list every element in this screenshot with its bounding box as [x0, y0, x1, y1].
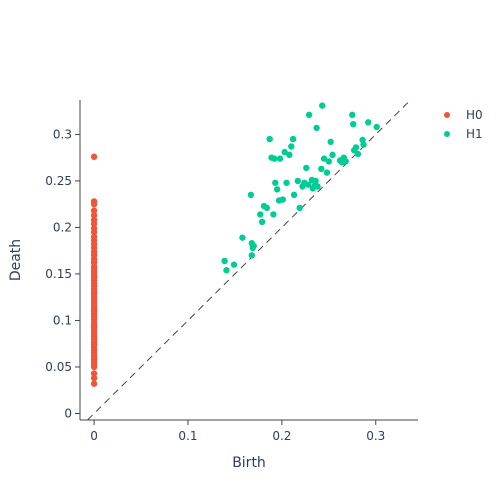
data-point-h1	[312, 177, 319, 185]
data-point-h1	[271, 155, 278, 162]
legend-marker-h1	[444, 131, 450, 137]
legend-marker-h0	[444, 112, 450, 118]
data-point-h1	[258, 218, 266, 226]
series-h0-points	[90, 153, 98, 387]
x-tick-label: 0.3	[366, 429, 385, 443]
data-point-h1	[272, 179, 279, 186]
data-point-h0	[90, 258, 98, 266]
x-tick-label: 0.2	[272, 429, 291, 443]
data-point-h1	[247, 191, 255, 199]
data-point-h1	[342, 158, 349, 165]
data-point-h1	[325, 158, 333, 165]
data-point-h1	[223, 267, 230, 274]
data-point-h1	[263, 204, 271, 212]
data-point-h0	[90, 356, 98, 363]
data-point-h0	[90, 228, 98, 236]
data-point-h1	[273, 186, 281, 193]
data-point-h1	[281, 148, 288, 156]
y-axis-ticks: 0 0.05 0.1 0.15 0.2 0.25 0.3	[45, 127, 80, 420]
data-point-h0	[90, 290, 98, 297]
data-point-h1	[318, 165, 325, 173]
y-tick-label: 0.05	[45, 360, 72, 374]
y-tick-label: 0.25	[45, 174, 72, 188]
data-point-h1	[279, 196, 286, 203]
data-point-h1	[329, 151, 336, 159]
data-point-h1	[239, 234, 246, 241]
data-point-h1	[303, 164, 310, 172]
data-point-h0	[90, 212, 98, 219]
data-point-h1	[294, 177, 302, 185]
data-point-h0	[90, 307, 98, 314]
data-point-h0	[90, 153, 98, 160]
data-point-h1	[289, 135, 297, 143]
data-point-h1	[270, 211, 277, 218]
data-point-h0	[90, 323, 98, 331]
data-point-h0	[90, 370, 98, 377]
data-point-h0	[90, 363, 98, 371]
data-point-h1	[266, 135, 273, 143]
legend-label-h1: H1	[466, 127, 483, 141]
data-point-h1	[354, 150, 362, 158]
data-point-h1	[313, 124, 320, 132]
data-point-h0	[90, 251, 98, 258]
data-point-h1	[257, 211, 264, 218]
data-point-h1	[296, 204, 303, 212]
data-point-h1	[283, 179, 290, 186]
y-tick-label: 0.1	[53, 313, 72, 327]
y-axis-title: Death	[8, 239, 24, 281]
legend-label-h0: H0	[466, 108, 483, 122]
y-tick-label: 0.15	[45, 267, 72, 281]
data-point-h1	[349, 111, 356, 119]
data-point-h1	[248, 252, 256, 259]
x-tick-label: 0.1	[178, 429, 197, 443]
data-point-h1	[305, 111, 313, 119]
y-tick-label: 0	[64, 406, 72, 420]
series-h1-points	[221, 102, 380, 274]
x-axis-title: Birth	[232, 455, 266, 471]
data-point-h0	[90, 207, 98, 214]
legend-item-h1[interactable]: H1	[444, 127, 483, 141]
data-point-h1	[373, 123, 380, 131]
legend-item-h0[interactable]: H0	[444, 108, 483, 122]
data-point-h1	[323, 169, 331, 176]
data-point-h0	[90, 200, 98, 208]
x-axis-ticks: 0 0.1 0.2 0.3	[90, 420, 385, 443]
data-point-h1	[319, 102, 326, 109]
data-point-h1	[360, 141, 367, 148]
data-point-h0	[90, 273, 98, 280]
x-tick-label: 0	[90, 429, 98, 443]
data-point-h1	[350, 120, 357, 128]
data-point-h1	[327, 138, 334, 146]
data-point-h1	[286, 151, 293, 159]
data-point-h1	[352, 144, 360, 151]
data-point-h1	[230, 261, 238, 268]
y-tick-label: 0.3	[53, 127, 72, 141]
diagonal-line	[87, 99, 411, 421]
legend[interactable]: H0 H1	[444, 108, 483, 141]
data-point-h1	[276, 155, 284, 162]
data-point-h1	[221, 257, 228, 265]
data-point-h1	[365, 119, 372, 126]
data-point-h1	[320, 155, 328, 162]
data-point-h0	[90, 374, 98, 382]
data-point-h0	[90, 380, 98, 387]
data-point-h1	[288, 143, 295, 150]
data-point-h0	[90, 220, 98, 227]
y-tick-label: 0.2	[53, 220, 72, 234]
data-point-h1	[314, 183, 321, 190]
data-point-h1	[290, 191, 298, 199]
data-point-h1	[250, 242, 257, 250]
data-point-h1	[304, 181, 312, 188]
data-point-h0	[90, 340, 98, 347]
